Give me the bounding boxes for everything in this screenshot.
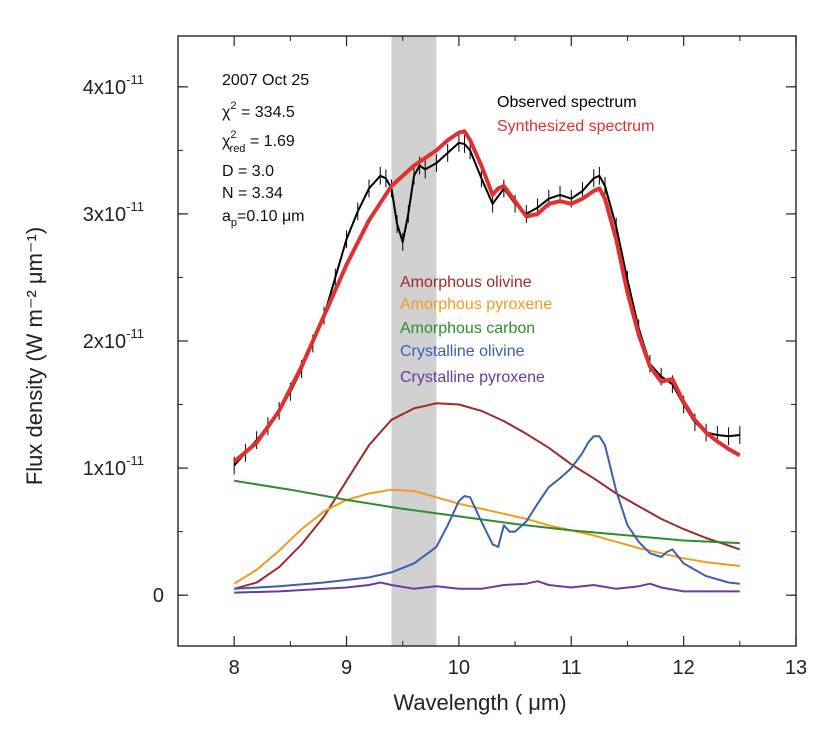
y-axis-title: Flux density (W m⁻² μm⁻¹) [22,227,47,485]
plot-area: 8 9 10 11 12 13 0 1x10-11 2x10-11 3x10-11 4x10-11 [83,35,807,679]
x-axis-title: Wavelength ( μm) [393,690,566,715]
annotation-chi2: χ2 = 334.5 [222,100,295,121]
ap-value: =0.10 μm [237,208,304,225]
ap-subscript: p [231,217,237,229]
series-line-crystalline-olivine [234,435,740,590]
annotation-date: 2007 Oct 25 [222,72,309,89]
ap-symbol: a [222,208,231,225]
series-line-amorphous-carbon [234,479,740,545]
annotation-chi2-red: χ2 red = 1.69 [222,129,295,155]
fit-annotations: 2007 Oct 25 χ2 = 334.5 χ2 red = 1.69 D = … [222,72,309,229]
x-tick-label: 9 [341,657,352,679]
legend-amorphous-pyroxene: Amorphous pyroxene [400,296,552,313]
legend-synthesized: Synthesized spectrum [497,118,654,135]
y-tick-label: 4x10-11 [83,72,144,99]
series-line-synthesized-spectrum [232,129,741,464]
x-tick-label: 8 [229,657,240,679]
x-tick-label: 12 [673,657,695,679]
plot-frame [177,35,797,647]
legend-amorphous-olivine: Amorphous olivine [400,274,532,291]
y-tick-label: 3x10-11 [83,199,144,226]
shaded-band [391,36,437,646]
series-line-amorphous-olivine [233,402,741,590]
x-tick-label: 10 [448,657,470,679]
x-tick-label: 13 [785,657,807,679]
annotation-D: D = 3.0 [222,163,274,180]
legend-components: Amorphous olivine Amorphous pyroxene Amo… [400,274,552,386]
chi2-superscript: 2 [230,100,236,112]
annotation-N: N = 3.34 [222,185,283,202]
legend-crystalline-olivine: Crystalline olivine [400,343,525,360]
legend-crystalline-pyroxene: Crystalline pyroxene [400,369,545,386]
legend-observed: Observed spectrum [497,94,637,111]
y-tick-label: 2x10-11 [83,326,144,353]
chi2red-symbol: χ [222,133,231,150]
chi2-value: = 334.5 [237,104,295,121]
chi2-symbol: χ [222,104,231,121]
y-tick-label: 1x10-11 [83,453,144,480]
chi2red-superscript: 2 [230,129,236,141]
series-line-crystalline-pyroxene [234,580,740,594]
legend-main: Observed spectrum Synthesized spectrum [497,94,654,135]
chi2red-value: = 1.69 [245,133,294,150]
annotation-ap: ap=0.10 μm [222,208,305,229]
series-line-amorphous-pyroxene [233,488,740,585]
x-tick-label: 11 [561,657,582,679]
chi2red-subscript: red [230,143,246,155]
y-tick-label: 0 [153,585,164,607]
legend-amorphous-carbon: Amorphous carbon [400,320,535,337]
